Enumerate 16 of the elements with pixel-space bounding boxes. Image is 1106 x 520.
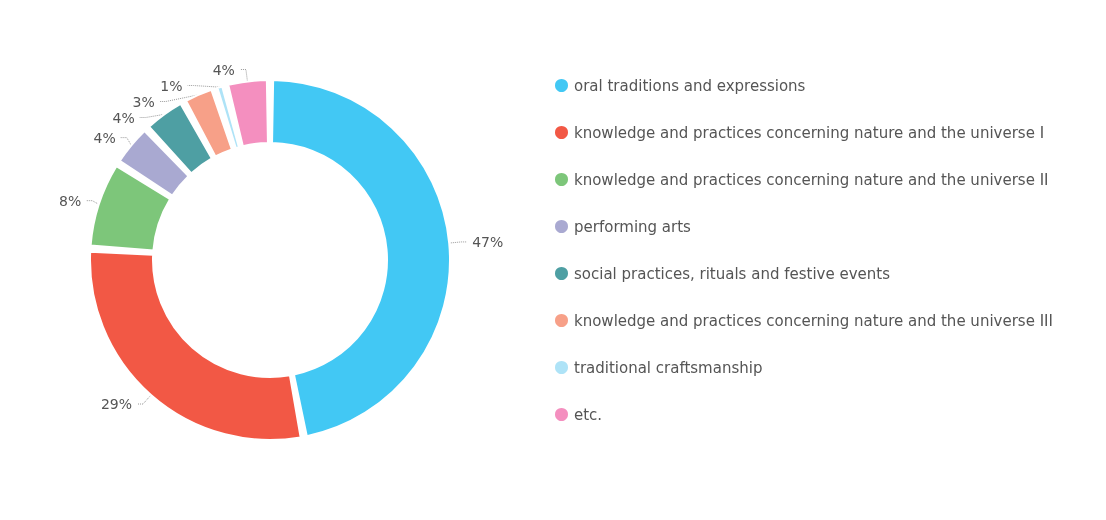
data-label: 29%	[100, 396, 133, 413]
data-label: 4%	[112, 109, 135, 126]
legend-label: traditional craftsmanship	[574, 358, 763, 377]
data-label: 4%	[212, 61, 235, 78]
data-label: 47%	[472, 233, 504, 250]
legend-label: knowledge and practices concerning nature and the universe II	[574, 170, 1049, 189]
legend-label: oral traditions and expressions	[574, 76, 806, 95]
data-label: 3%	[132, 93, 155, 110]
data-label: 1%	[160, 77, 183, 94]
legend-label: knowledge and practices concerning nature and the universe III	[574, 311, 1053, 330]
data-label: 4%	[93, 129, 116, 146]
legend-label: etc.	[574, 405, 603, 424]
legend-label: knowledge and practices concerning nature and the universe I	[574, 123, 1045, 142]
legend-label: social practices, rituals and festive events	[574, 264, 891, 283]
legend-label: performing arts	[574, 217, 692, 236]
data-label: 8%	[59, 192, 82, 209]
